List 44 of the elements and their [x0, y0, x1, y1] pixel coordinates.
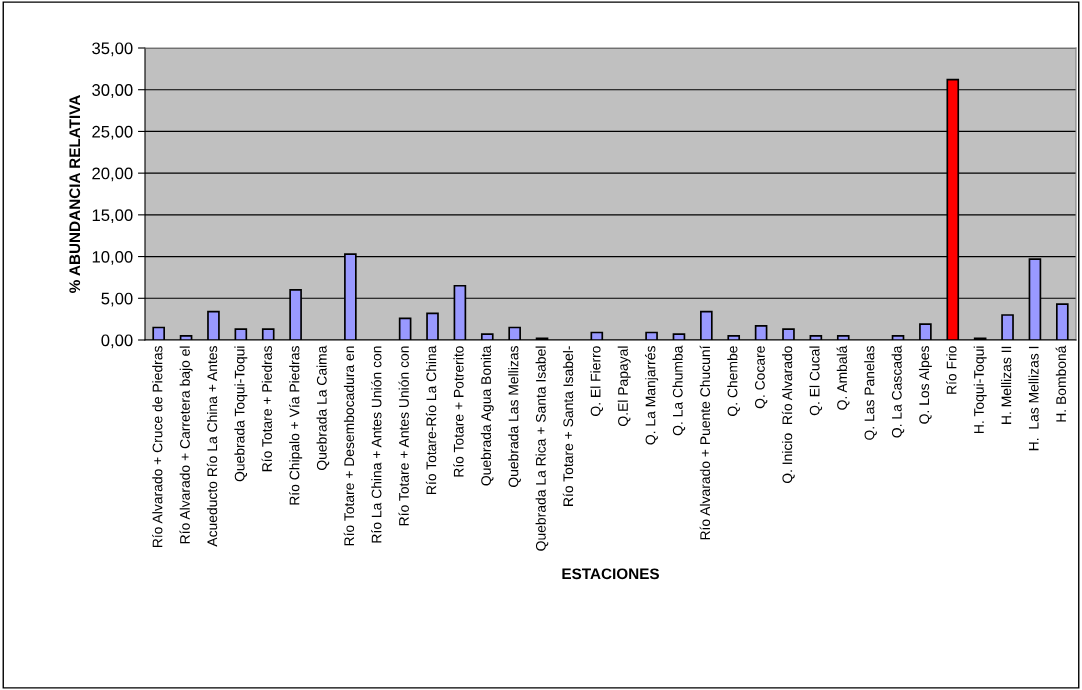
- y-axis-title: % ABUNDANCIA RELATIVA: [69, 95, 81, 293]
- x-tick-label: Q. La Cascada: [891, 345, 905, 438]
- x-tick-label: Río La China + Antes Unión con: [371, 346, 382, 543]
- x-tick-label: Acueducto Río La China + Antes: [206, 346, 218, 547]
- x-tick-label: Q.El Papayal: [617, 346, 631, 426]
- x-tick-label: Q. La Chumba: [672, 345, 686, 436]
- x-tick-label: Q. Las Panelas: [864, 346, 877, 440]
- x-tick-label: Río Totare + Santa Isabel-: [562, 346, 574, 506]
- x-axis-title: ESTACIONES: [562, 568, 659, 580]
- x-tick-label: Q. Los Alpes: [918, 346, 932, 424]
- x-tick-label: Río Totare + Piedras: [261, 346, 272, 472]
- x-tick-label: H. Bomboná: [1055, 345, 1067, 422]
- x-tick-label: Quebrada La Rica + Santa Isabel: [535, 346, 549, 551]
- y-tick-label: 35,00: [92, 42, 133, 57]
- x-tick-label: Quebrada La Caima: [316, 345, 330, 470]
- x-tick-label: Río Alvarado + Carretera bajo el: [179, 346, 193, 544]
- y-tick-label: 10,00: [92, 250, 133, 265]
- y-tick-label: 20,00: [92, 167, 133, 182]
- x-tick-label: Río Totare + Desembocadura en: [343, 346, 355, 546]
- y-tick-label: 5,00: [101, 292, 133, 307]
- x-tick-label: Q. Cocare: [755, 346, 768, 409]
- x-tick-label: Q. El Cucal: [809, 346, 823, 416]
- x-tick-label: Río Totare-Río La China: [425, 345, 437, 494]
- x-tick-label: Río Totare + Antes Unión con: [398, 346, 409, 526]
- x-tick-label: Q. La Manjarrés: [645, 346, 659, 445]
- x-tick-label: H. Mellizas II: [1001, 346, 1012, 424]
- y-tick-label: 0,00: [101, 334, 133, 349]
- x-tick-label: Quebrada Las Mellizas: [508, 346, 521, 487]
- x-tick-label: Río Frio: [946, 346, 957, 394]
- x-tick-label: Quebrada Agua Bonita: [480, 345, 494, 486]
- x-tick-label: H. Las Mellizas I: [1028, 346, 1039, 451]
- y-tick-label: 25,00: [92, 125, 133, 140]
- x-tick-label: Río Totare + Potrerito: [453, 346, 464, 477]
- x-tick-label: Río Chipalo + Vía Piedras: [289, 346, 303, 505]
- x-tick-label: Quebrada Toqui-Toqui: [234, 346, 248, 482]
- x-tick-label: Río Alvarado + Puente Chucuní: [699, 345, 711, 540]
- x-tick-label: Q. Chembe: [727, 346, 740, 416]
- x-tick-label: Q. Ambalá: [836, 345, 850, 410]
- y-tick-label: 15,00: [92, 209, 133, 224]
- x-tick-label: Río Alvarado + Cruce de Piedras: [152, 346, 163, 548]
- x-tick-label: Q. El Fierro: [590, 346, 604, 416]
- x-tick-label: H. Toqui-Toqui: [973, 346, 987, 433]
- x-tick-label: Q. Inicio Río Alvarado: [781, 346, 795, 484]
- y-tick-label: 30,00: [92, 84, 133, 98]
